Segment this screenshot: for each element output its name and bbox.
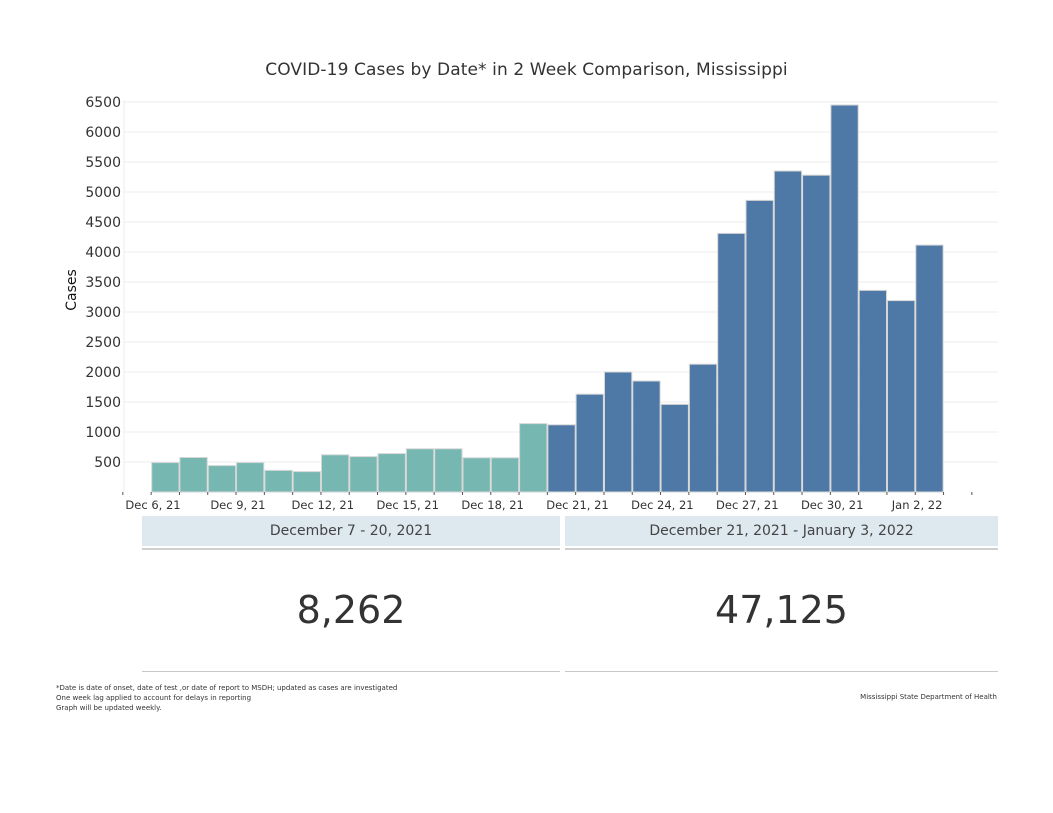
bar-dec-24 <box>632 380 661 493</box>
bar-dec-19 <box>490 457 520 493</box>
y-tick-label: 4000 <box>85 245 121 261</box>
footnote-date-definition: *Date is date of onset, date of test ,or… <box>56 684 398 692</box>
y-tick-label: 6500 <box>85 95 121 111</box>
bar-dec-23 <box>604 371 633 493</box>
bar-dec-25 <box>660 403 689 493</box>
bar-dec-18 <box>462 457 491 493</box>
y-axis: 500 1000 1500 2000 2500 3000 3500 4000 4500 5000 5… <box>85 95 121 471</box>
period-total-2: 47,125 <box>715 588 848 632</box>
bar-dec-31 <box>830 104 859 493</box>
y-tick-label: 1500 <box>85 395 121 411</box>
bar-dec-10 <box>236 462 265 493</box>
x-axis: Dec 6, 21 Dec 9, 21 Dec 12, 21 Dec 15, 21 De… <box>122 492 973 512</box>
bar-dec-13 <box>321 454 350 493</box>
y-tick-label: 3500 <box>85 275 121 291</box>
chart-title: COVID-19 Cases by Date* in 2 Week Compar… <box>265 60 788 80</box>
bar-dec-21 <box>547 424 576 493</box>
period-total-1: 8,262 <box>296 588 406 632</box>
y-tick-label: 5000 <box>85 185 121 201</box>
y-tick-label: 2000 <box>85 365 121 381</box>
period-header-1: December 7 - 20, 2021 <box>142 516 560 548</box>
divider-2 <box>565 671 998 672</box>
y-tick-label: 4500 <box>85 215 121 231</box>
bar-dec-16 <box>405 448 435 493</box>
x-tick-label: Dec 30, 21 <box>801 498 864 512</box>
y-tick-label: 5500 <box>85 155 121 171</box>
bar-dec-29 <box>773 170 803 493</box>
footnotes: *Date is date of onset, date of test ,or… <box>56 683 397 713</box>
period-header-2: December 21, 2021 - January 3, 2022 <box>565 516 998 548</box>
source-credit: Mississippi State Department of Health <box>860 693 997 701</box>
bar-dec-20 <box>519 423 548 493</box>
bar-chart: 500 1000 1500 2000 2500 3000 3500 4000 4500 5000 5… <box>64 95 998 512</box>
x-tick-label: Jan 2, 22 <box>891 498 943 512</box>
x-tick-label: Dec 27, 21 <box>716 498 779 512</box>
footnote-update: Graph will be updated weekly. <box>56 704 162 712</box>
bar-jan-1 <box>858 289 888 493</box>
bar-dec-26 <box>688 363 718 493</box>
bar-dec-28 <box>745 199 774 493</box>
bar-dec-9 <box>207 465 237 493</box>
bar-dec-14 <box>349 456 378 493</box>
x-tick-label: Dec 21, 21 <box>546 498 609 512</box>
footnote-lag: One week lag applied to account for dela… <box>56 694 252 702</box>
y-tick-label: 500 <box>94 455 121 471</box>
bar-dec-27 <box>717 232 746 493</box>
y-tick-label: 6000 <box>85 125 121 141</box>
bar-dec-15 <box>377 453 406 493</box>
divider-1 <box>142 671 560 672</box>
y-axis-title: Cases <box>64 269 80 311</box>
bar-dec-12 <box>292 471 322 493</box>
bar-dec-30 <box>802 174 831 493</box>
x-tick-label: Dec 12, 21 <box>292 498 355 512</box>
bar-dec-17 <box>434 448 463 493</box>
x-tick-label: Dec 6, 21 <box>125 498 180 512</box>
y-tick-label: 3000 <box>85 305 121 321</box>
bar-dec-8 <box>179 457 208 493</box>
bar-jan-3 <box>915 244 944 493</box>
bar-dec-22 <box>575 393 604 493</box>
bar-dec-7 <box>151 462 180 493</box>
y-tick-label: 2500 <box>85 335 121 351</box>
bar-dec-11 <box>264 469 293 493</box>
bar-jan-2 <box>887 300 916 493</box>
x-tick-label: Dec 24, 21 <box>631 498 694 512</box>
x-tick-label: Dec 9, 21 <box>210 498 265 512</box>
bars <box>151 104 944 493</box>
x-tick-label: Dec 18, 21 <box>461 498 524 512</box>
x-tick-label: Dec 15, 21 <box>376 498 439 512</box>
y-tick-label: 1000 <box>85 425 121 441</box>
